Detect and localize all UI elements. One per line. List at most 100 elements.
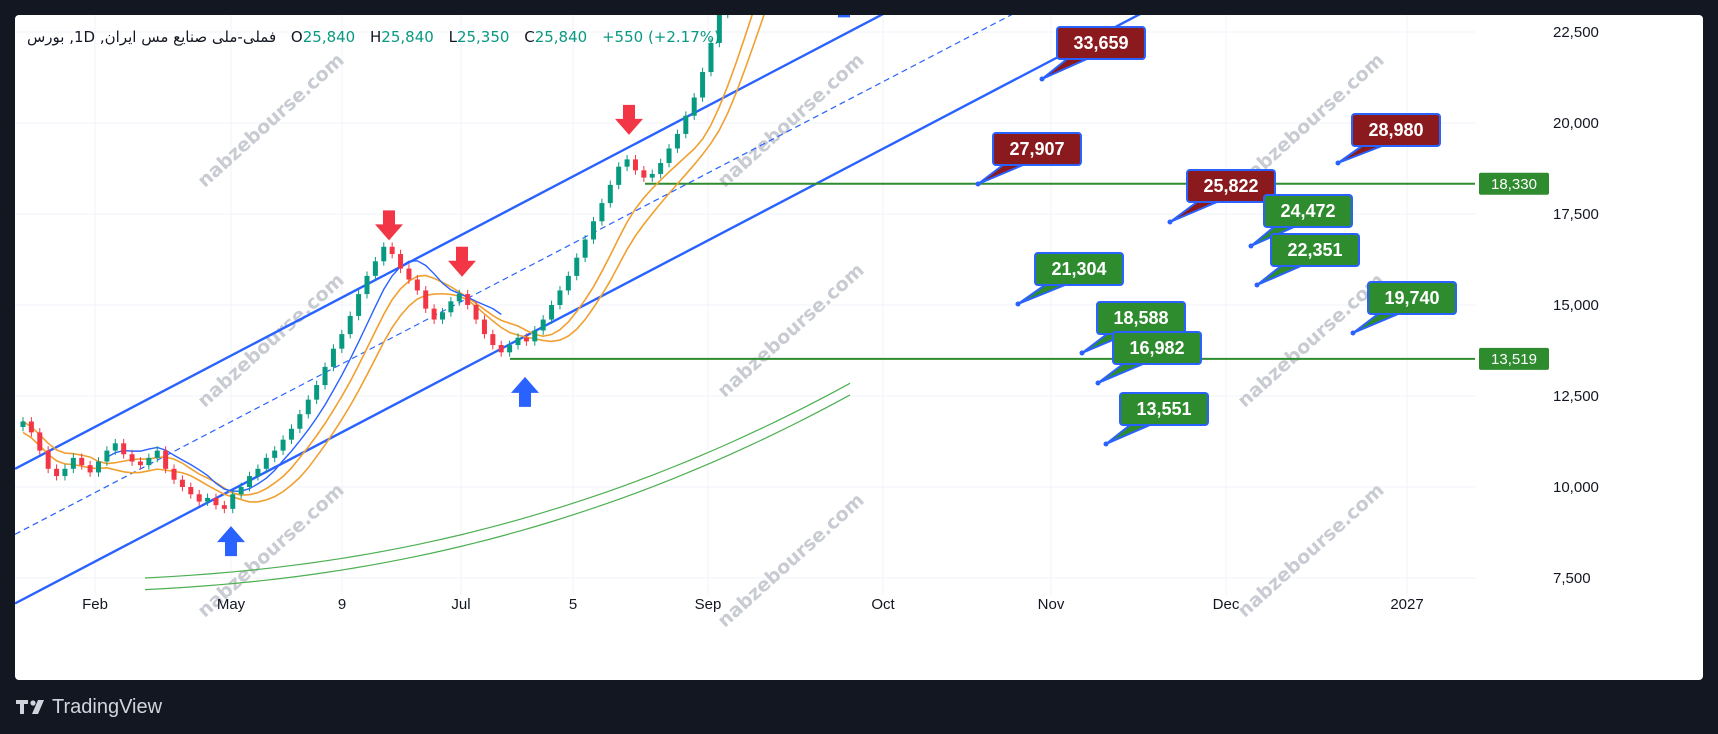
candle-body xyxy=(389,246,395,255)
candle-body xyxy=(356,294,362,316)
low-label: L xyxy=(448,28,457,46)
candle-body xyxy=(121,443,127,455)
price-callouts[interactable]: 33,659 27,907 25,822 28,980 24,472 22,351 21,3… xyxy=(975,26,1457,447)
candle-body xyxy=(205,497,211,502)
symbol-name[interactable]: فملی-ملی صنایع مس ایران, 1D, بورس xyxy=(27,28,277,46)
x-tick-label: Oct xyxy=(871,596,895,613)
change-value: +550 (+2.17%) xyxy=(601,28,720,46)
candle-body xyxy=(188,487,194,495)
watermark-text: nabzebourse.com xyxy=(713,49,868,192)
candle-body xyxy=(549,305,555,320)
callout-box xyxy=(1263,194,1353,228)
callout-anchor xyxy=(1335,160,1341,166)
candle-body xyxy=(45,450,51,469)
candle-body xyxy=(372,261,378,276)
candle-body xyxy=(347,315,353,335)
candle-body xyxy=(691,97,697,116)
watermark-text: nabzebourse.com xyxy=(193,49,348,192)
price-tag xyxy=(1479,347,1549,370)
candle-body xyxy=(406,268,412,280)
callout-label: 24,472 xyxy=(1280,201,1335,221)
candle-body xyxy=(330,348,336,367)
candle-body xyxy=(498,345,504,353)
callout-box xyxy=(1186,169,1276,203)
candle-body xyxy=(674,133,680,149)
y-tick-label: 20,000 xyxy=(1553,115,1599,132)
x-tick-label: Dec xyxy=(1213,596,1240,613)
callout-box xyxy=(1119,392,1209,426)
high-label: H xyxy=(370,28,382,46)
x-tick-label: May xyxy=(217,596,246,613)
candles xyxy=(20,15,729,514)
up-arrow-icon xyxy=(217,526,245,557)
x-tick-label: 5 xyxy=(569,596,577,613)
candle-body xyxy=(632,159,638,171)
candle-body xyxy=(129,454,135,462)
candle-body xyxy=(599,203,605,222)
candle-body xyxy=(247,476,253,487)
callout-box xyxy=(992,132,1082,166)
price-chart[interactable]: nabzebourse.com nabzebourse.com nabzebours… xyxy=(15,15,1703,680)
callout-pointer xyxy=(1256,265,1302,286)
callout-label: 21,304 xyxy=(1051,259,1106,279)
callout-label: 18,588 xyxy=(1113,308,1168,328)
time-axis[interactable]: Feb May 9 Jul 5 Sep Oct Nov Dec 2027 xyxy=(82,596,1424,613)
x-tick-label: Feb xyxy=(82,596,108,613)
y-tick-label: 12,500 xyxy=(1553,388,1599,405)
candle-body xyxy=(137,461,143,466)
price-tag xyxy=(1479,172,1549,195)
candle-body xyxy=(649,173,655,178)
grid-lines xyxy=(15,15,1475,595)
candle-body xyxy=(305,399,311,415)
candle-body xyxy=(582,239,588,258)
footer-brand[interactable]: TradingView xyxy=(16,694,162,720)
high-value: 25,840 xyxy=(381,28,434,46)
candle-body xyxy=(481,319,487,335)
callout-anchor xyxy=(1254,282,1260,288)
callout-pointer xyxy=(1169,201,1218,223)
callout-pointer xyxy=(1105,424,1151,445)
callout-anchor xyxy=(1103,441,1109,447)
watermark-text: nabzebourse.com xyxy=(713,489,868,632)
candle-body xyxy=(263,457,269,469)
candle-body xyxy=(154,450,160,458)
candle-body xyxy=(473,305,479,320)
candle-body xyxy=(683,115,689,134)
callout-anchor xyxy=(1248,243,1254,249)
y-tick-label: 17,500 xyxy=(1553,206,1599,223)
callout-pointer xyxy=(977,164,1024,185)
callout-anchor xyxy=(975,181,981,187)
candle-body xyxy=(574,257,580,276)
down-arrow-icon xyxy=(448,246,476,277)
candle-body xyxy=(20,421,26,427)
blue-ma-line xyxy=(106,260,502,492)
candle-body xyxy=(54,468,60,477)
chart-panel[interactable]: nabzebourse.com nabzebourse.com nabzebours… xyxy=(15,15,1703,680)
callout-box xyxy=(1034,252,1124,286)
candle-body xyxy=(112,443,118,451)
callout-label: 33,659 xyxy=(1073,33,1128,53)
trend-channel xyxy=(15,15,1141,605)
price-axis[interactable]: 7,500 10,000 12,500 15,000 17,500 20,000 22,50… xyxy=(1479,15,1599,587)
candle-body xyxy=(230,494,236,509)
watermark-text: nabzebourse.com xyxy=(713,259,868,402)
watermark-text: nabzebourse.com xyxy=(193,269,348,412)
candle-body xyxy=(70,457,76,469)
signal-arrows xyxy=(217,15,850,557)
green-moving-averages xyxy=(144,382,851,591)
channel-lower-line xyxy=(15,15,1141,605)
ohlc-legend: فملی-ملی صنایع مس ایران, 1D, بورس O25,84… xyxy=(27,28,720,46)
candle-body xyxy=(238,487,244,495)
candle-body xyxy=(221,505,227,509)
callout-anchor xyxy=(1095,380,1101,386)
down-arrow-icon xyxy=(375,210,403,241)
candle-body xyxy=(666,148,672,164)
candle-body xyxy=(607,184,613,204)
watermarks: nabzebourse.com nabzebourse.com nabzebours… xyxy=(193,49,1388,632)
candle-body xyxy=(700,72,706,98)
y-tick-label: 7,500 xyxy=(1553,570,1591,587)
callout-anchor xyxy=(1079,350,1085,356)
candle-body xyxy=(280,439,286,451)
x-tick-label: Nov xyxy=(1038,596,1065,613)
low-value: 25,350 xyxy=(456,28,510,46)
